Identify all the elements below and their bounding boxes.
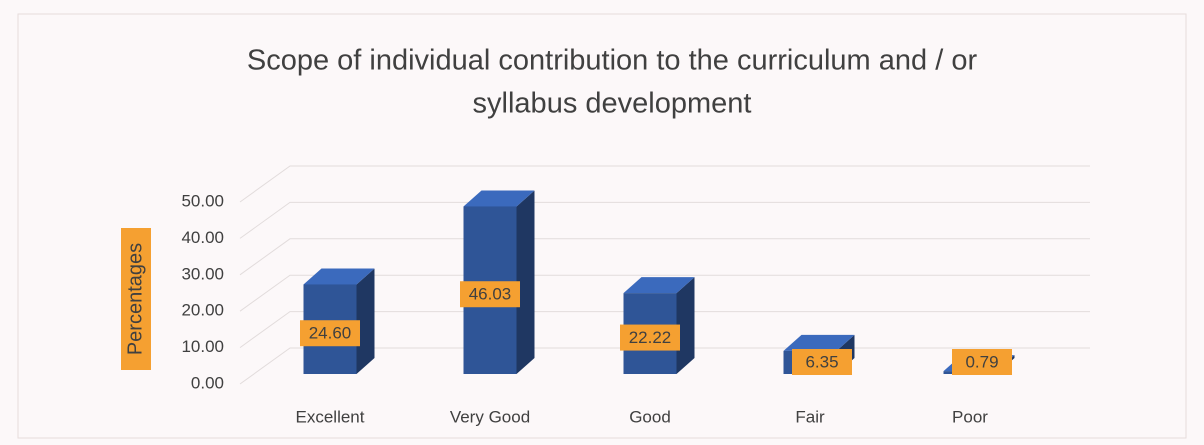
x-tick-label: Fair bbox=[795, 407, 825, 426]
value-label: 22.22 bbox=[629, 328, 672, 347]
bar-top bbox=[463, 190, 535, 207]
value-label-box bbox=[300, 320, 360, 347]
y-tick-label: 30.00 bbox=[181, 264, 224, 283]
grid-line bbox=[239, 274, 1090, 312]
bar-top bbox=[623, 277, 695, 294]
chart-subtitle: syllabus development bbox=[473, 88, 752, 120]
y-tick-label: 50.00 bbox=[181, 191, 224, 210]
value-label: 6.35 bbox=[805, 352, 838, 371]
y-tick-label: 40.00 bbox=[181, 228, 224, 247]
bar-side bbox=[356, 268, 375, 374]
value-label-box bbox=[620, 324, 680, 351]
y-tick-label: 0.00 bbox=[191, 373, 224, 392]
grid-line bbox=[239, 311, 1090, 349]
bar-side bbox=[676, 277, 695, 374]
x-tick-label: Excellent bbox=[296, 407, 365, 426]
value-label: 46.03 bbox=[469, 285, 512, 304]
x-tick-label: Good bbox=[629, 407, 671, 426]
y-label-box bbox=[121, 228, 151, 370]
value-label: 0.79 bbox=[965, 352, 998, 371]
bar-top bbox=[783, 334, 855, 351]
value-label-box bbox=[792, 349, 852, 375]
value-label-box bbox=[952, 349, 1012, 375]
bar-side bbox=[516, 190, 535, 374]
y-label-group: Percentages bbox=[121, 228, 151, 370]
grid-line bbox=[239, 201, 1090, 239]
x-tick-label: Poor bbox=[952, 407, 988, 426]
grid-line bbox=[239, 165, 1090, 203]
frame bbox=[17, 13, 1187, 439]
y-tick-label: 10.00 bbox=[181, 337, 224, 356]
y-tick-label: 20.00 bbox=[181, 301, 224, 320]
value-label-box bbox=[460, 281, 520, 308]
x-tick-label: Very Good bbox=[450, 407, 530, 426]
y-axis-label: Percentages bbox=[124, 243, 146, 355]
chart-title: Scope of individual contribution to the … bbox=[247, 45, 978, 77]
bar-top bbox=[303, 268, 375, 285]
grid-line bbox=[239, 238, 1090, 276]
value-label: 24.60 bbox=[309, 324, 352, 343]
